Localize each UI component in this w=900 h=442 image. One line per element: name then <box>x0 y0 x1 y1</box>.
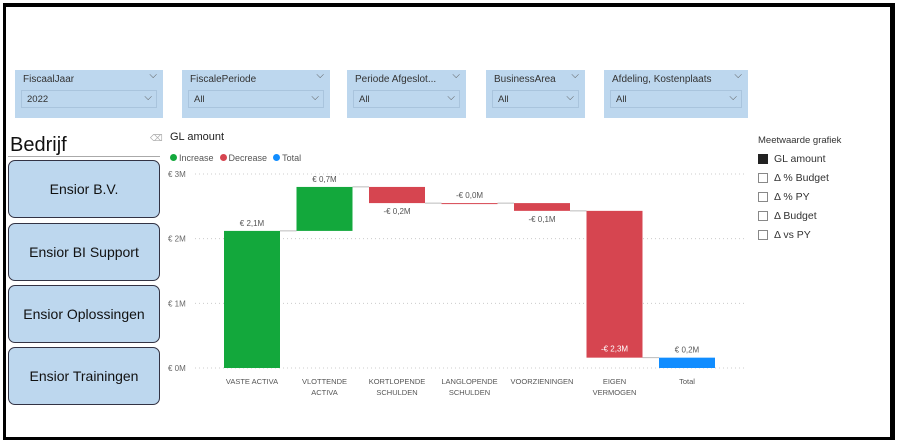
checkbox[interactable] <box>758 211 768 221</box>
measure-option-label: Δ vs PY <box>774 229 811 241</box>
bedrijf-title: Bedrijf <box>10 134 67 156</box>
chevron-down-icon[interactable]: ⌵ <box>452 70 460 81</box>
legend-increase: Increase <box>170 153 214 163</box>
slicer-3[interactable]: BusinessArea ⌵ All ⌵ <box>486 70 585 118</box>
company-button-ensior-trainingen[interactable]: Ensior Trainingen <box>8 347 160 405</box>
checkbox[interactable] <box>758 173 768 183</box>
slicer-dropdown[interactable]: All ⌵ <box>610 90 742 108</box>
chevron-down-icon[interactable]: ⌵ <box>566 92 574 103</box>
data-label: -€ 0,0M <box>456 191 483 200</box>
chevron-down-icon[interactable]: ⌵ <box>316 70 324 81</box>
measure-title: Meetwaarde grafiek <box>758 135 842 146</box>
legend-decrease: Decrease <box>219 153 267 163</box>
x-tick-label: VASTE ACTIVA <box>226 377 278 386</box>
x-tick-label: Total <box>679 377 695 386</box>
bar-6 <box>659 357 715 368</box>
eraser-icon[interactable]: ⌫ <box>150 133 163 143</box>
slicer-0[interactable]: FiscaalJaar ⌵ 2022 ⌵ <box>15 70 163 118</box>
slicer-4[interactable]: Afdeling, Kostenplaats ⌵ All ⌵ <box>604 70 748 118</box>
slicer-value: All <box>194 94 205 105</box>
x-tick-label: LANGLOPENDE <box>441 377 497 386</box>
chevron-down-icon[interactable]: ⌵ <box>571 70 579 81</box>
slicer-dropdown[interactable]: 2022 ⌵ <box>21 90 157 108</box>
slicer-value: All <box>359 94 370 105</box>
data-label: € 0,7M <box>312 175 337 184</box>
slicer-label: BusinessArea <box>494 74 556 85</box>
slicer-label: FiscaalJaar <box>23 74 75 85</box>
x-tick-label: VOORZIENINGEN <box>511 377 574 386</box>
data-label: -€ 2,3M <box>601 345 628 354</box>
bar-1 <box>296 186 353 231</box>
data-label: -€ 0,2M <box>383 207 410 216</box>
slicer-label: Afdeling, Kostenplaats <box>612 74 712 85</box>
measure-option-label: GL amount <box>774 153 826 165</box>
data-label: € 2,1M <box>240 219 265 228</box>
slicer-2[interactable]: Periode Afgeslot... ⌵ All ⌵ <box>347 70 466 118</box>
chevron-down-icon[interactable]: ⌵ <box>729 92 737 103</box>
slicer-1[interactable]: FiscalePeriode ⌵ All ⌵ <box>182 70 330 118</box>
measure-option-label: Δ % PY <box>774 191 810 203</box>
measure-option-label: Δ Budget <box>774 210 817 222</box>
company-button-ensior-oplossingen[interactable]: Ensior Oplossingen <box>8 285 160 343</box>
chart-title: GL amount <box>170 131 225 143</box>
y-tick-label: € 1M <box>168 299 186 308</box>
checkbox[interactable] <box>758 192 768 202</box>
checkbox[interactable] <box>758 230 768 240</box>
x-tick-label: SCHULDEN <box>376 388 417 397</box>
slicer-value: 2022 <box>27 94 49 105</box>
measure-selector: Meetwaarde grafiek GL amount Δ % Budget Δ … <box>758 135 841 241</box>
slicer-dropdown[interactable]: All ⌵ <box>188 90 324 108</box>
bar-3 <box>441 203 498 205</box>
slicer-label: FiscalePeriode <box>190 74 257 85</box>
chevron-down-icon[interactable]: ⌵ <box>311 92 319 103</box>
bar-2 <box>369 186 425 204</box>
y-tick-label: € 3M <box>168 170 186 179</box>
legend-total: Total <box>273 153 301 163</box>
bar-0 <box>224 230 280 368</box>
x-tick-label: ACTIVA <box>311 388 338 397</box>
company-button-ensior-bv[interactable]: Ensior B.V. <box>8 160 160 218</box>
chevron-down-icon[interactable]: ⌵ <box>734 70 742 81</box>
measure-option[interactable]: GL amount <box>758 153 841 165</box>
y-tick-label: € 0M <box>168 364 186 373</box>
measure-option[interactable]: Δ % PY <box>758 191 841 203</box>
chevron-down-icon[interactable]: ⌵ <box>447 92 455 103</box>
slicer-value: All <box>616 94 627 105</box>
chart-legend: Increase Decrease Total <box>170 153 301 163</box>
data-label: -€ 0,1M <box>528 215 555 224</box>
slicer-label: Periode Afgeslot... <box>355 74 437 85</box>
x-tick-label: VERMOGEN <box>593 388 637 397</box>
slicer-dropdown[interactable]: All ⌵ <box>353 90 460 108</box>
chevron-down-icon[interactable]: ⌵ <box>149 70 157 81</box>
checkbox[interactable] <box>758 154 768 164</box>
x-tick-label: SCHULDEN <box>449 388 490 397</box>
measure-option[interactable]: Δ Budget <box>758 210 841 222</box>
measure-option-label: Δ % Budget <box>774 172 829 184</box>
data-label: € 0,2M <box>675 346 700 355</box>
x-tick-label: VLOTTENDE <box>302 377 347 386</box>
slicer-dropdown[interactable]: All ⌵ <box>492 90 579 108</box>
x-tick-label: KORTLOPENDE <box>369 377 426 386</box>
bar-4 <box>514 203 570 211</box>
report-frame <box>3 3 895 440</box>
x-tick-label: EIGEN <box>603 377 626 386</box>
y-tick-label: € 2M <box>168 235 186 244</box>
company-button-ensior-bi-support[interactable]: Ensior BI Support <box>8 223 160 281</box>
chevron-down-icon[interactable]: ⌵ <box>144 92 152 103</box>
bar-5 <box>586 210 643 358</box>
measure-option[interactable]: Δ vs PY <box>758 229 841 241</box>
divider <box>8 156 160 157</box>
measure-option[interactable]: Δ % Budget <box>758 172 841 184</box>
slicer-value: All <box>498 94 509 105</box>
